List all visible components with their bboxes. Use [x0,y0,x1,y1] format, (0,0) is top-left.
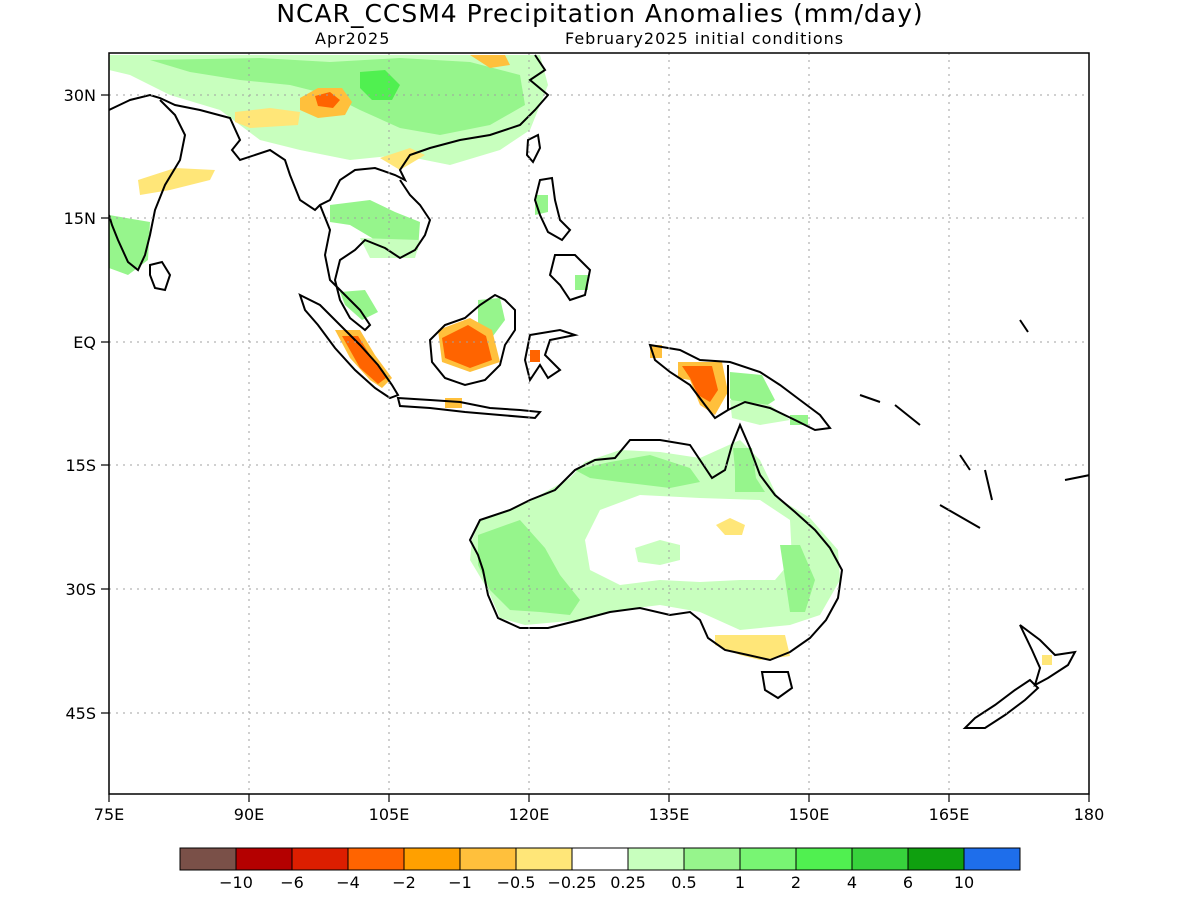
map-frame [108,52,1090,795]
anomaly-positive-australia-west [478,520,580,615]
lon-tick-label: 150E [789,805,830,824]
anomaly-negative-india [138,168,215,195]
initial-conditions: February2025 initial conditions [565,29,845,48]
coastline-new-zealand-north [1019,624,1077,688]
colorbar-labels: −10 −6 −4 −2 −1 −0.5 −0.25 0.25 0.5 1 2 4 6 10 [219,873,974,892]
latitude-axis: 30N 15N EQ 15S 30S 45S [64,86,109,723]
lat-tick-label: 15S [65,456,96,475]
colorbar-label: −0.25 [547,873,596,892]
anomaly-negative-victoria [715,635,790,660]
anomaly-positive-cape-york [733,448,765,492]
colorbar-swatch [179,847,237,871]
colorbar-swatch [739,847,797,871]
gridlines [109,53,1089,794]
coastlines [109,54,1089,729]
colorbar-label: 10 [954,873,974,892]
colorbar-label: 4 [847,873,857,892]
anomaly-negative-new-guinea-core [682,366,718,402]
colorbar-label: 0.25 [610,873,646,892]
coastline-pacific-islands [859,319,1089,529]
colorbar-swatch [403,847,461,871]
colorbar-swatch [291,847,349,871]
coastline-new-zealand-south [962,678,1040,729]
colorbar-label: −6 [280,873,304,892]
coastline-sumatra [298,293,400,400]
lon-tick-label: 105E [369,805,410,824]
map-title: NCAR_CCSM4 Precipitation Anomalies (mm/d… [276,0,924,28]
longitude-axis: 75E 90E 105E 120E 135E 150E 165E 180 [94,794,1105,824]
coastline-borneo [428,293,516,387]
lat-tick-label: 15N [64,209,96,228]
colorbar-swatch [963,847,1021,871]
colorbar-label: −4 [336,873,360,892]
lat-tick-label: 30S [65,580,96,599]
anomaly-positive-australia-north [575,455,700,488]
anomaly-positive-tibet [360,70,400,100]
colorbar-swatch [683,847,741,871]
colorbar-swatch [627,847,685,871]
anomaly-negative-java [445,398,462,408]
colorbar [179,847,1021,871]
anomaly-negative-borneo-core [442,325,492,368]
anomaly-positive-new-guinea-south [730,400,790,425]
anomaly-neutral-central-australia [585,495,792,585]
coastline-sulawesi [523,328,579,383]
colorbar-swatch [851,847,909,871]
colorbar-swatch [795,847,853,871]
colorbar-swatch [235,847,293,871]
colorbar-swatch [907,847,965,871]
colorbar-label: 2 [791,873,801,892]
colorbar-swatch [515,847,573,871]
coastline-australia [468,422,844,662]
anomaly-negative-tibet-north [470,55,510,68]
anomaly-negative-myanmar-core [315,92,340,108]
anomaly-negative-himalaya [235,108,300,128]
coastline-philippines-mindanao [548,254,592,302]
lon-tick-label: 75E [94,805,124,824]
colorbar-label: −2 [392,873,416,892]
lon-tick-label: 120E [509,805,550,824]
lon-tick-label: 180 [1074,805,1105,824]
coastline-tasmania [760,671,794,700]
anomaly-negative-central-australia [716,518,745,535]
lat-tick-label: 30N [64,86,96,105]
coastline-asia [109,54,550,212]
lon-tick-label: 135E [649,805,690,824]
colorbar-label: 6 [903,873,913,892]
lat-tick-label: EQ [73,333,96,352]
colorbar-swatch [459,847,517,871]
anomaly-positive-malaya [340,290,378,320]
colorbar-label: −1 [448,873,472,892]
colorbar-swatch [571,847,629,871]
coastline-india [109,99,187,272]
anomaly-positive-australia-east [780,545,815,612]
anomaly-positive-png-east [790,415,808,425]
anomaly-positive-india-west [109,215,150,275]
anomaly-negative-new-zealand [1042,655,1052,665]
anomaly-negative-sulawesi [530,350,540,362]
coastline-indochina [319,179,432,332]
coastline-sri-lanka [149,260,172,292]
coastline-new-guinea [648,343,832,432]
forecast-month: Apr2025 [315,29,391,48]
colorbar-swatch [347,847,405,871]
anomaly-positive-mindanao [575,275,588,290]
colorbar-label: 0.5 [671,873,696,892]
colorbar-label: 1 [735,873,745,892]
colorbar-label: −0.5 [497,873,536,892]
lon-tick-label: 165E [929,805,970,824]
anomaly-shading [109,55,1052,665]
coastline-taiwan [525,133,542,164]
lat-tick-label: 45S [65,704,96,723]
colorbar-label: −10 [219,873,253,892]
coastline-java [396,396,542,420]
anomaly-negative-sumatra-core [342,336,386,384]
coastline-philippines-luzon [533,176,572,242]
lon-tick-label: 90E [234,805,264,824]
